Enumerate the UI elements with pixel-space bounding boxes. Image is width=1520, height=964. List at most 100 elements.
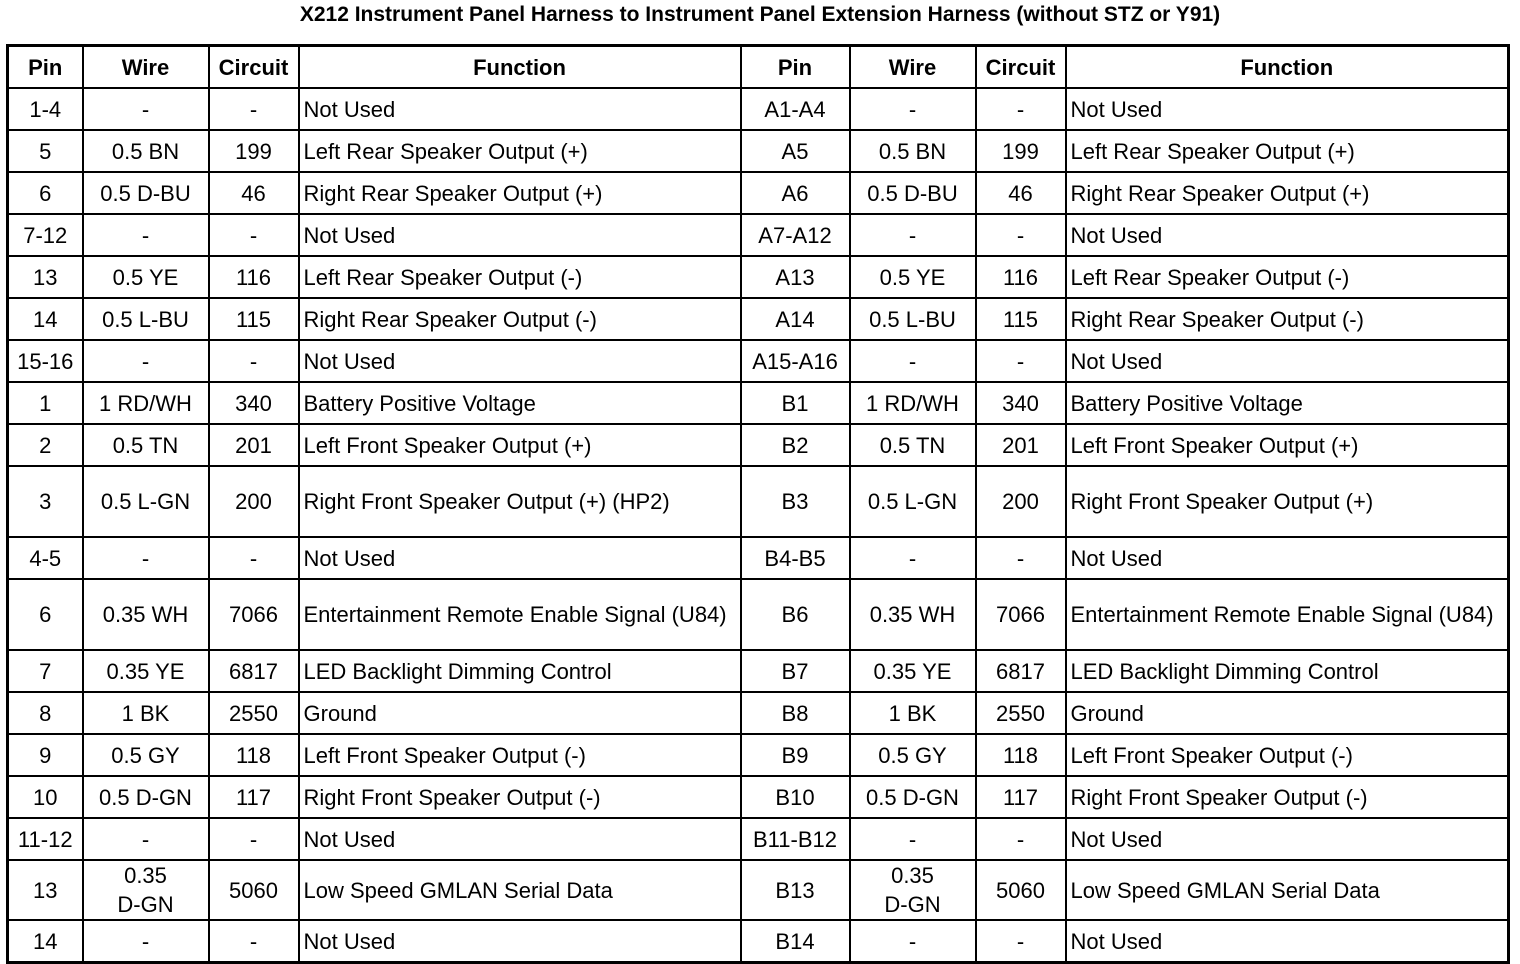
cell-circuit: 201 [974,423,1067,467]
cell-circuit: 117 [207,775,300,819]
cell-pin: 1 [6,381,84,425]
table-row: 15-16- - Not Used A15-A16- - Not Used [6,339,1510,383]
cell-circuit: - [207,919,300,964]
cell-pin: 7 [6,649,84,693]
table-row: 6 0.35 WH 7066 Entertainment Remote Enable … [6,578,1510,651]
cell-pin: 14 [6,919,84,964]
column-header-pin: Pin [6,44,84,89]
cell-pin: B10 [739,775,851,819]
cell-function: Not Used [297,919,742,964]
cell-function: Entertainment Remote Enable Signal (U84) [1064,578,1510,651]
column-header-circuit: Circuit [207,44,300,89]
cell-circuit: 46 [207,171,300,215]
table-row: 6 0.5 D-BU 46 Right Rear Speaker Output (+)… [6,171,1510,215]
cell-wire: - [81,213,210,257]
table-row: 4-5- - Not Used B4-B5- - Not Used [6,536,1510,580]
cell-circuit: 6817 [207,649,300,693]
cell-circuit: - [974,919,1067,964]
cell-function: Not Used [1064,87,1510,131]
cell-wire: 0.5 L-GN [848,465,977,538]
column-header-pin: Pin [739,44,851,89]
cell-wire: - [848,817,977,861]
cell-pin: B9 [739,733,851,777]
table-row: 10 0.5 D-GN 117 Right Front Speaker Output … [6,775,1510,819]
cell-circuit: 340 [974,381,1067,425]
cell-wire: 0.5 D-BU [848,171,977,215]
table-row: 3 0.5 L-GN 200 Right Front Speaker Output (… [6,465,1510,538]
cell-pin: A15-A16 [739,339,851,383]
table-row: 13 0.5 YE 116 Left Rear Speaker Output (-) A… [6,255,1510,299]
cell-function: Not Used [297,87,742,131]
cell-function: LED Backlight Dimming Control [297,649,742,693]
cell-wire: 0.5 BN [848,129,977,173]
cell-function: Right Front Speaker Output (+) [1064,465,1510,538]
cell-circuit: 199 [974,129,1067,173]
cell-pin: 4-5 [6,536,84,580]
cell-wire: 0.35 WH [848,578,977,651]
cell-wire: 1 RD/WH [848,381,977,425]
cell-pin: 3 [6,465,84,538]
cell-circuit: - [207,339,300,383]
cell-pin: A13 [739,255,851,299]
cell-wire: - [848,339,977,383]
cell-wire: - [848,213,977,257]
cell-pin: 8 [6,691,84,735]
table-row: 13 0.35 D-GN 5060 Low Speed GMLAN Serial Da… [6,859,1510,921]
cell-circuit: 7066 [974,578,1067,651]
cell-function: Left Rear Speaker Output (-) [297,255,742,299]
cell-pin: 2 [6,423,84,467]
cell-pin: B13 [739,859,851,921]
table-row: 9 0.5 GY 118 Left Front Speaker Output (-) B… [6,733,1510,777]
cell-wire: 1 RD/WH [81,381,210,425]
cell-pin: B6 [739,578,851,651]
cell-pin: B14 [739,919,851,964]
cell-pin: A14 [739,297,851,341]
cell-pin: 6 [6,578,84,651]
table-row: 11-12- - Not Used B11-B12- - Not Used [6,817,1510,861]
cell-wire: - [81,817,210,861]
cell-circuit: 2550 [207,691,300,735]
cell-wire: 0.5 GY [848,733,977,777]
cell-circuit: - [207,87,300,131]
cell-circuit: 200 [974,465,1067,538]
cell-function: Left Rear Speaker Output (+) [297,129,742,173]
cell-pin: B7 [739,649,851,693]
cell-function: Left Front Speaker Output (+) [1064,423,1510,467]
cell-wire: 0.35 WH [81,578,210,651]
cell-circuit: 6817 [974,649,1067,693]
cell-function: Low Speed GMLAN Serial Data [297,859,742,921]
cell-wire: - [848,87,977,131]
cell-wire: 0.5 YE [81,255,210,299]
cell-circuit: 7066 [207,578,300,651]
cell-function: Left Front Speaker Output (-) [1064,733,1510,777]
cell-function: Entertainment Remote Enable Signal (U84) [297,578,742,651]
cell-circuit: - [207,817,300,861]
cell-pin: B11-B12 [739,817,851,861]
cell-wire: - [848,536,977,580]
cell-function: Not Used [1064,919,1510,964]
cell-wire: 0.5 D-BU [81,171,210,215]
table-row: 14 0.5 L-BU 115 Right Rear Speaker Output (… [6,297,1510,341]
cell-pin: 13 [6,859,84,921]
cell-wire: - [81,536,210,580]
cell-wire: 0.5 L-BU [81,297,210,341]
cell-circuit: 5060 [207,859,300,921]
column-header-wire: Wire [848,44,977,89]
cell-wire: 0.5 D-GN [848,775,977,819]
cell-pin: 14 [6,297,84,341]
cell-function: Not Used [1064,339,1510,383]
cell-wire: 0.5 L-GN [81,465,210,538]
cell-function: Right Front Speaker Output (-) [297,775,742,819]
table-row: 7 0.35 YE 6817 LED Backlight Dimming Contro… [6,649,1510,693]
cell-wire: 0.5 D-GN [81,775,210,819]
cell-function: Not Used [297,339,742,383]
cell-circuit: 116 [207,255,300,299]
cell-circuit: 5060 [974,859,1067,921]
table-row: 14- - Not Used B14- - Not Used [6,919,1510,964]
cell-wire: 0.5 TN [848,423,977,467]
cell-circuit: - [207,213,300,257]
cell-wire: 1 BK [81,691,210,735]
cell-function: LED Backlight Dimming Control [1064,649,1510,693]
